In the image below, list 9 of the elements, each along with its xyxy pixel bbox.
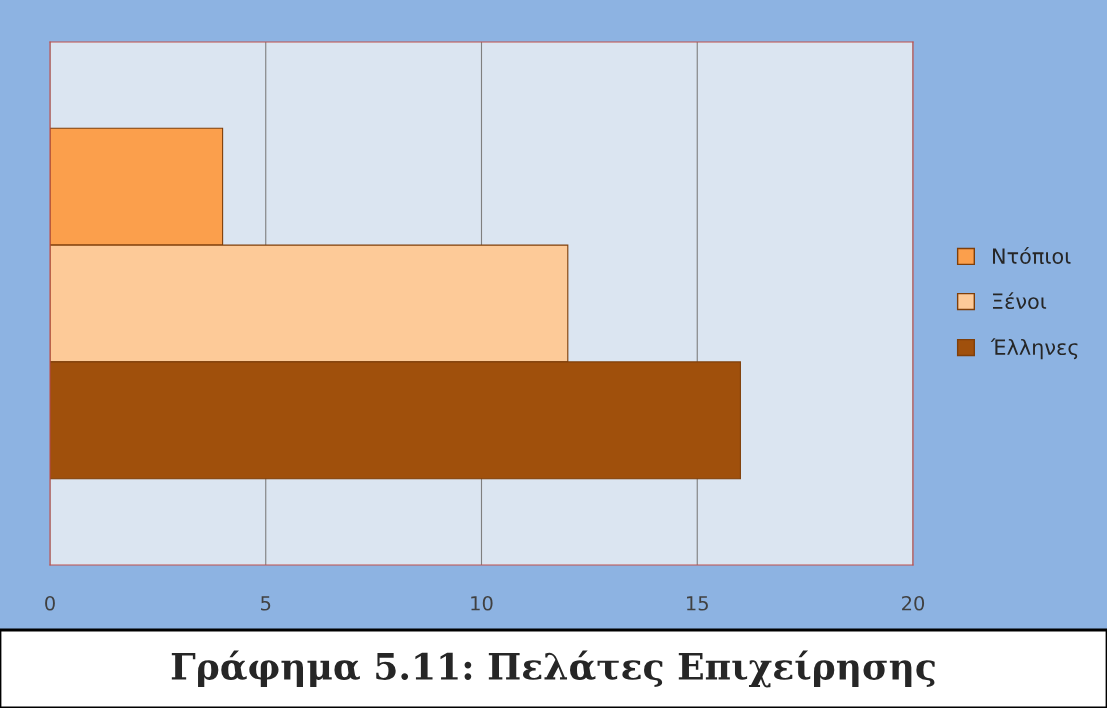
legend-label: Έλληνες — [990, 338, 1078, 360]
x-tick-label: 15 — [687, 596, 708, 611]
legend-label: Ντόπιοι — [993, 246, 1071, 265]
x-tick-label: 5 — [261, 596, 271, 611]
x-tick-label: 0 — [45, 595, 55, 611]
x-tick-label: 20 — [902, 595, 925, 611]
text: Γράφημα 5.11: Πελάτες Επιχείρησης — [171, 650, 935, 688]
x-tick-label: 10 — [471, 595, 493, 611]
legend-label: Ξένοι — [993, 292, 1047, 310]
